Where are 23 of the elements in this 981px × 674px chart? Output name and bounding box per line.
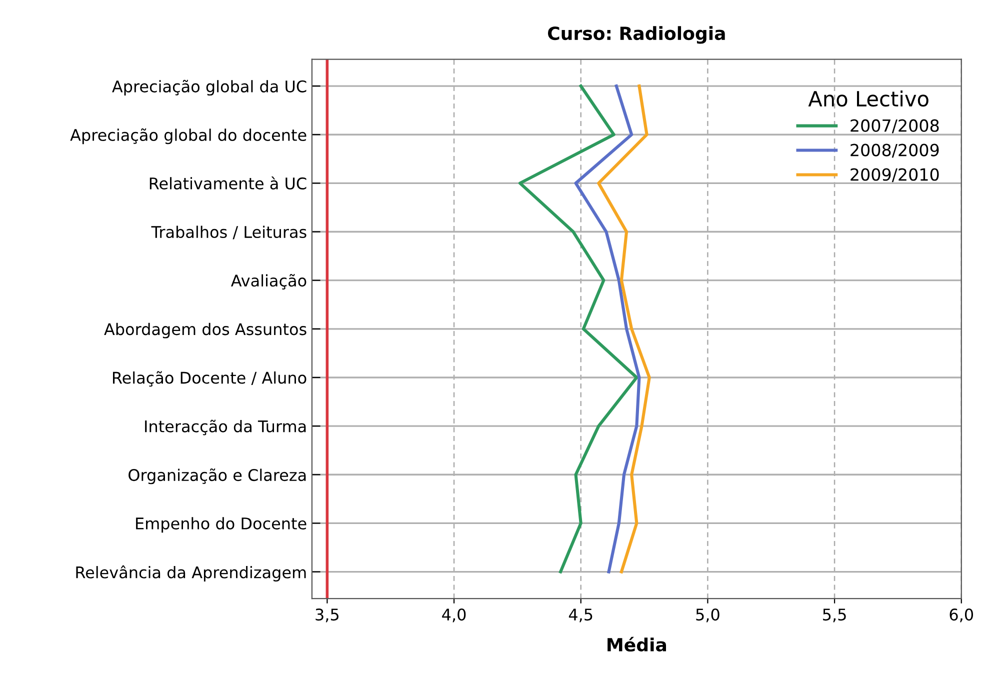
x-tick-label: 5,0: [696, 608, 720, 622]
y-tick-label: Apreciação global da UC: [112, 80, 306, 96]
y-tick-label: Trabalhos / Leituras: [151, 226, 306, 240]
x-tick-label: 6,0: [950, 608, 974, 622]
x-tick-label: 4,5: [568, 608, 592, 622]
y-tick-label: Relevância da Aprendizagem: [76, 565, 306, 582]
legend-label: 2009/2010: [850, 168, 939, 182]
chart-title: Curso: Radiologia: [548, 26, 725, 44]
x-axis-title: Média: [608, 636, 666, 652]
y-tick-label: Avaliação: [230, 274, 306, 290]
y-tick-label: Empenho do Docente: [136, 517, 306, 533]
y-tick-label: Apreciação global do docente: [70, 128, 306, 144]
legend-label: 2008/2009: [850, 144, 939, 158]
y-tick-label: Relação Docente / Aluno: [113, 371, 306, 387]
y-tick-label: Relativamente à UC: [150, 176, 306, 190]
legend-label: 2007/2008: [850, 119, 939, 134]
y-tick-label: Interacção da Turma: [145, 420, 306, 436]
x-tick-label: 5,5: [823, 608, 846, 622]
x-tick-label: 4,0: [442, 608, 466, 622]
legend-title: Ano Lectivo: [808, 90, 928, 107]
x-tick-label: 3,5: [316, 608, 338, 622]
y-tick-label: Abordagem dos Assuntos: [104, 322, 306, 338]
y-tick-label: Organização e Clareza: [128, 468, 306, 484]
